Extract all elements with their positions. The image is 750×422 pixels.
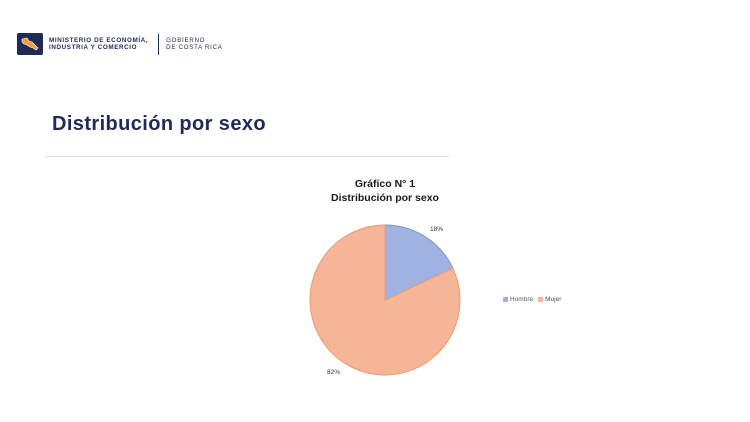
ministry-name: MINISTERIO DE ECONOMÍA, INDUSTRIA Y COME…	[49, 37, 148, 51]
legend-swatch-hombre	[503, 297, 508, 302]
gov-line-2: DE COSTA RICA	[166, 44, 223, 51]
chart-subtitle: Distribución por sexo	[331, 192, 439, 204]
pie-slice-mujer	[309, 224, 461, 376]
legend-label-mujer: Mujer	[545, 296, 562, 303]
ministry-line-2: INDUSTRIA Y COMERCIO	[49, 44, 138, 51]
pie-slice-hombre	[384, 224, 454, 301]
data-label-hombre: 18%	[430, 226, 444, 233]
chart-title: Gráfico N° 1	[354, 178, 416, 190]
header-divider	[158, 33, 160, 55]
chart-legend: Hombre Mujer	[503, 296, 566, 303]
header: MINISTERIO DE ECONOMÍA, INDUSTRIA Y COME…	[17, 32, 223, 56]
costa-rica-map-logo-icon	[17, 33, 43, 55]
legend-label-hombre: Hombre	[510, 296, 534, 303]
gov-line-1: GOBIERNO	[166, 37, 206, 44]
legend-item-mujer: Mujer	[538, 296, 561, 303]
page-title: Distribución por sexo	[52, 113, 266, 135]
legend-swatch-mujer	[538, 297, 544, 302]
legend-item-hombre: Hombre	[503, 296, 533, 303]
title-underline	[45, 156, 449, 157]
government-name: GOBIERNO DE COSTA RICA	[166, 37, 222, 51]
data-label-mujer: 82%	[327, 369, 341, 376]
ministry-line-1: MINISTERIO DE ECONOMÍA,	[49, 37, 149, 44]
